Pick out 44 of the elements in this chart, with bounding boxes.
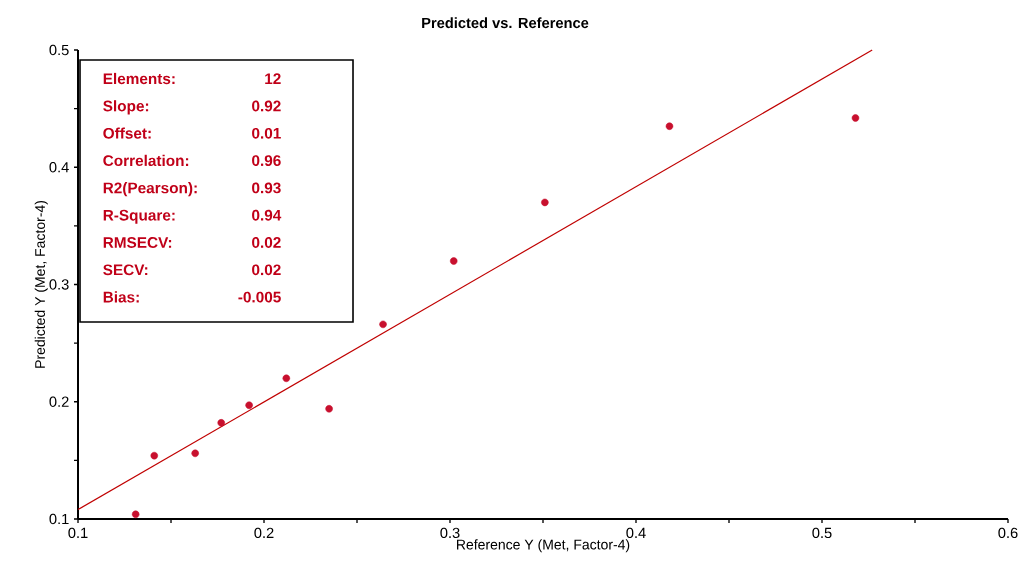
annotation: R2(Pearson): (103, 182, 197, 197)
annotation: R-Square: (103, 209, 175, 224)
x-tick-label: 0.3 (440, 527, 460, 539)
point (541, 198, 549, 207)
y-tick-label: 0.5 (49, 44, 69, 56)
point (282, 374, 291, 383)
annotation: Elements: (103, 72, 175, 85)
point (191, 449, 199, 458)
point (325, 405, 333, 413)
y-axis-title: Predicted Y (Met, Factor-4) (34, 200, 48, 368)
annotation: 0.01 (252, 127, 281, 139)
annotation: 0.93 (252, 182, 281, 194)
x-tick-label: 0.5 (812, 527, 832, 539)
annotation: -0.005 (238, 291, 281, 303)
point (449, 257, 458, 265)
annotation: 0.94 (252, 209, 282, 221)
annotation: Correlation: (103, 154, 189, 167)
annotation: 0.92 (252, 100, 281, 112)
x-tick-label: 0.1 (68, 527, 88, 539)
annotation: Offset: (103, 127, 151, 139)
annotation: 0.96 (252, 155, 281, 167)
annotation: Slope: (103, 100, 149, 115)
point (150, 451, 159, 460)
y-tick-label: 0.3 (49, 279, 69, 290)
point (131, 510, 140, 519)
annotation: 0.02 (252, 237, 281, 248)
annotation: SECV: (103, 264, 148, 276)
y-tick-label: 0.2 (49, 396, 69, 407)
point (245, 401, 253, 409)
point (217, 419, 225, 427)
point (851, 114, 860, 122)
annotation: RMSECV: (103, 237, 172, 248)
y-tick-label: 0.1 (49, 513, 69, 525)
x-tick-label: 0.4 (626, 527, 646, 539)
annotation: 12 (265, 73, 281, 84)
x-tick-label: 0.6 (998, 527, 1018, 539)
x-tick-label: 0.2 (254, 527, 274, 539)
chart-title: Predicted vs. Reference (422, 17, 589, 29)
annotation: 0.02 (252, 264, 281, 276)
point (379, 320, 387, 329)
y-tick-label: 0.4 (49, 162, 69, 173)
x-axis-title: Reference Y (Met, Factor-4) (457, 539, 630, 553)
annotation: Bias: (103, 291, 139, 303)
point (665, 122, 674, 130)
